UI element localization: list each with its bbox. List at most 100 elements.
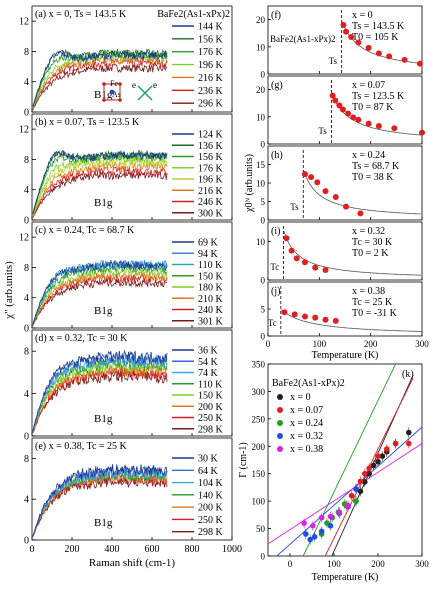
transition-label: Ts	[318, 126, 327, 136]
legend-label: 54 K	[198, 357, 219, 368]
legend-marker	[277, 420, 283, 426]
data-point	[301, 520, 307, 526]
data-point	[343, 28, 350, 35]
x-tick-label: 100	[327, 559, 341, 569]
spectrum-line	[32, 157, 168, 217]
data-point	[355, 116, 362, 123]
legend-marker	[277, 433, 283, 439]
panel-title: (a) x = 0, Ts = 143.5 K	[35, 9, 127, 20]
panel-frame	[267, 363, 423, 557]
param-label: Tc = 30 K	[352, 237, 393, 248]
legend-label: 216 K	[198, 186, 224, 197]
spectrum-line	[32, 52, 168, 109]
param-label: Ts = 143.5 K	[352, 21, 405, 32]
fe-atom	[102, 82, 106, 86]
data-point	[357, 478, 364, 485]
data-point	[392, 440, 399, 447]
panel-title: (b) x = 0.07, Ts = 123.5 K	[35, 117, 140, 128]
data-point	[353, 486, 359, 492]
fit-line	[268, 443, 422, 545]
y-tick-label: 10	[256, 42, 266, 52]
spectra-panel-a: 0 4 8 12 (a) x = 0, Ts = 143.5 K BaFe2(As1-xP…	[19, 5, 233, 119]
data-point	[416, 60, 423, 67]
y-tick-label: 0	[24, 432, 29, 443]
data-point	[288, 247, 295, 254]
data-point	[379, 453, 386, 459]
legend-label: 246 K	[198, 197, 224, 208]
spectrum-line	[32, 49, 168, 107]
data-point	[366, 470, 373, 477]
y-tick-label: 100	[252, 497, 266, 507]
x-axis-label: Temperature (K)	[312, 350, 379, 361]
param-label: T0 = 38 K	[352, 172, 394, 183]
data-point	[301, 313, 308, 320]
panel-frame	[267, 221, 423, 281]
panel-label: (j)	[271, 286, 280, 297]
y-tick-label: 4	[24, 77, 29, 88]
param-label: T0 = 87 K	[352, 102, 394, 113]
y-tick-label: 0	[24, 324, 29, 335]
y-tick-label: 4	[24, 293, 29, 304]
data-point	[375, 458, 381, 465]
symmetry-label: B1g	[94, 413, 113, 425]
legend-label: 104 K	[198, 478, 224, 489]
fit-line	[276, 426, 422, 556]
y-tick-label: 150	[252, 469, 266, 479]
data-point	[340, 22, 347, 29]
data-point	[353, 498, 359, 504]
y-tick-label: 20	[256, 15, 266, 25]
spectrum-line	[32, 161, 168, 218]
y-tick-label: 0	[261, 140, 266, 150]
legend-label: 196 K	[198, 60, 224, 71]
y-tick-label: 0	[261, 332, 266, 342]
panel-title: (c) x = 0.24, Tc = 68.7 K	[35, 225, 135, 236]
data-point	[322, 188, 329, 195]
x-axis-label: Temperature (K)	[312, 572, 379, 583]
y-tick-label: 8	[24, 155, 29, 166]
y-tick-label: 8	[24, 47, 29, 58]
panel-label: (f)	[271, 10, 281, 21]
fit-line	[302, 364, 397, 556]
y-tick-label: 4	[24, 495, 29, 506]
panel-title: (e) x = 0.38, Tc = 25 K	[35, 441, 128, 452]
y-tick-label: 8	[24, 263, 29, 274]
legend-label: 240 K	[198, 305, 224, 316]
y-tick-label: 5	[261, 305, 266, 315]
y-tick-label: 15	[256, 160, 266, 170]
param-label: T0 = 2 K	[352, 248, 389, 259]
compound-label: BaFe2(As1-xPx)2	[157, 9, 230, 20]
legend-label: 250 K	[198, 515, 224, 526]
chi-panel-f: Ts 0 10 20 (f) x = 0Ts = 143.5 KT0 = 105 K BaF…	[256, 5, 423, 80]
inset-as-label: As	[112, 90, 121, 99]
x-tick-label: 0	[266, 339, 271, 349]
legend-label: 30 K	[198, 454, 219, 465]
data-point	[375, 123, 382, 130]
y-tick-label: 250	[252, 414, 266, 424]
spectra-panel-d: 0 4 8 (d) x = 0.32, Tc = 30 K 36 K54 K74 K11…	[24, 329, 233, 443]
unit-cell-inset: Fe As e e	[102, 79, 157, 102]
legend-label: 298 K	[198, 424, 224, 435]
fit-curve	[281, 309, 422, 332]
data-point	[391, 125, 398, 132]
panel-label: (g)	[271, 80, 283, 91]
legend-label: 156 K	[198, 34, 224, 45]
legend-label: 176 K	[198, 163, 224, 174]
legend-label: 210 K	[198, 294, 224, 305]
legend-label: 150 K	[198, 391, 224, 402]
y-tick-label: 0	[261, 70, 266, 80]
data-point	[318, 528, 325, 535]
legend-label: 140 K	[198, 490, 224, 501]
spectrum-line	[32, 259, 168, 324]
y-tick-label: 12	[19, 125, 29, 136]
y-tick-label: 10	[256, 179, 266, 189]
panel-label: (k)	[402, 369, 414, 380]
data-point	[281, 309, 288, 316]
legend-label: 74 K	[198, 368, 219, 379]
data-point	[401, 56, 408, 63]
symmetry-label: B1g	[94, 517, 113, 529]
symmetry-label: B1g	[94, 305, 113, 317]
data-point	[301, 171, 308, 178]
y-tick-label: 50	[256, 524, 266, 534]
